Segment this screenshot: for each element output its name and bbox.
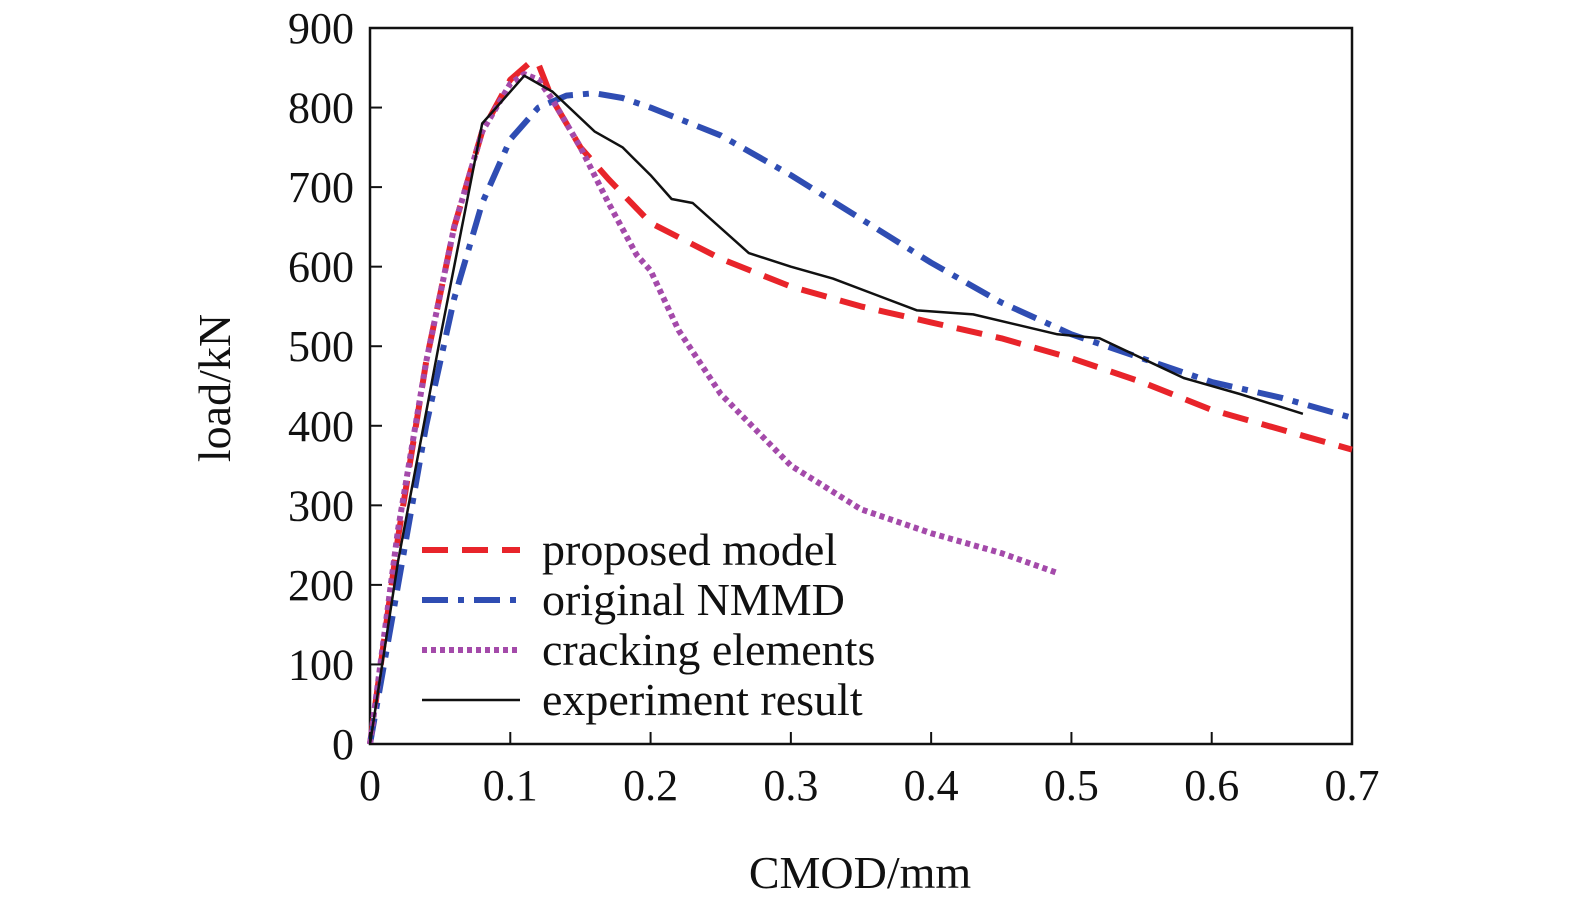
y-tick-label: 0 xyxy=(332,720,354,769)
x-tick-label: 0.1 xyxy=(483,761,538,810)
y-tick-label: 200 xyxy=(288,561,354,610)
series-line-proposed-model xyxy=(367,58,1353,745)
x-tick-label: 0.6 xyxy=(1184,761,1239,810)
series-line-cracking-elements xyxy=(367,71,1059,745)
series-line-experiment-result xyxy=(368,74,1304,745)
plot-frame xyxy=(368,26,1354,746)
y-tick-label: 900 xyxy=(288,4,354,53)
y-tick-label: 400 xyxy=(288,402,354,451)
x-tick-label: 0.5 xyxy=(1044,761,1099,810)
x-tick-label: 0.7 xyxy=(1325,761,1380,810)
x-tick-label: 0.3 xyxy=(763,761,818,810)
y-tick-label: 500 xyxy=(288,322,354,371)
legend-label: original NMMD xyxy=(542,574,845,625)
ticks-layer: 0 0.1 0.2 0.3 0.4 0.5 0.6 0.7 0 100 200 300 400 500 60… xyxy=(288,4,1380,810)
x-axis-title: CMOD/mm xyxy=(749,847,972,898)
legend-label: proposed model xyxy=(542,524,837,575)
legend-label: cracking elements xyxy=(542,624,875,675)
series-layer xyxy=(367,58,1353,745)
series-line-original-nmmd xyxy=(367,90,1353,745)
y-tick-label: 100 xyxy=(288,640,354,689)
x-tick-label: 0.4 xyxy=(904,761,959,810)
y-tick-label: 600 xyxy=(288,243,354,292)
y-tick-label: 300 xyxy=(288,481,354,530)
x-tick-label: 0 xyxy=(359,761,381,810)
plot-area-border xyxy=(368,26,1354,746)
legend-label: experiment result xyxy=(542,674,863,725)
y-axis-title: load/kN xyxy=(189,314,240,462)
y-tick-label: 700 xyxy=(288,163,354,212)
y-tick-label: 800 xyxy=(288,84,354,133)
x-tick-label: 0.2 xyxy=(623,761,678,810)
